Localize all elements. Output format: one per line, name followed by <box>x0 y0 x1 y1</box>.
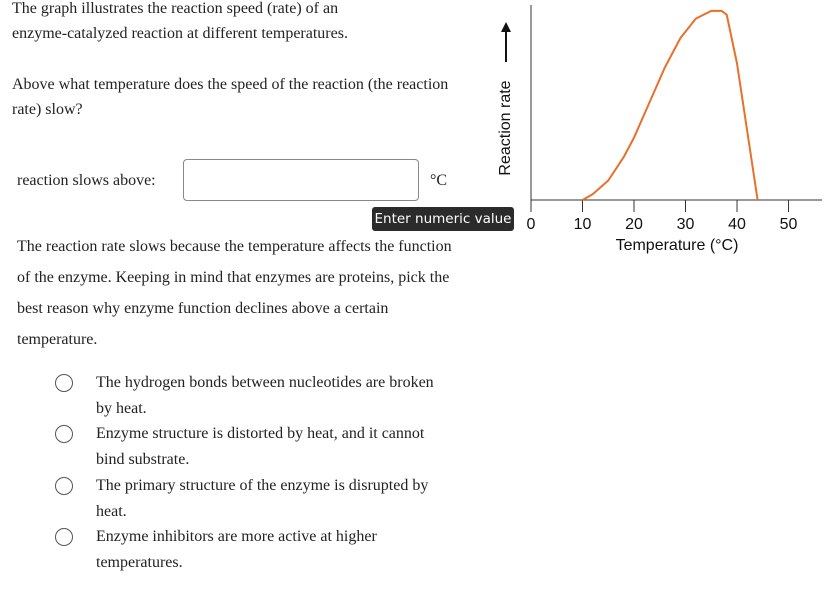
followup: The reaction rate slows because the temp… <box>17 238 452 348</box>
tooltip: Enter numeric value <box>372 207 514 231</box>
radio[interactable] <box>55 528 73 546</box>
option-text[interactable]: The hydrogen bonds between nucleotides a… <box>96 374 434 417</box>
x-label: Temperature (°C) <box>616 237 739 254</box>
x-tick-label: 0 <box>527 216 536 233</box>
answer-input[interactable] <box>183 159 419 201</box>
question: Above what temperature does the speed of… <box>12 76 449 118</box>
data-line <box>582 9 759 201</box>
x-tick-label: 10 <box>574 216 592 233</box>
radio[interactable] <box>55 477 73 495</box>
x-tick-label: 20 <box>625 216 643 233</box>
y-label: Reaction rate <box>497 80 514 175</box>
x-tick-label: 40 <box>728 216 746 233</box>
y-arrowhead <box>501 22 511 32</box>
intro: The graph illustrates the reaction speed… <box>12 0 348 42</box>
radio[interactable] <box>55 425 73 443</box>
answer-label: reaction slows above: <box>17 172 156 189</box>
option-text[interactable]: Enzyme structure is distorted by heat, a… <box>96 425 425 468</box>
x-tick-label: 50 <box>780 216 798 233</box>
x-tick-label: 30 <box>677 216 695 233</box>
option-text[interactable]: The primary structure of the enzyme is d… <box>96 477 429 520</box>
unit: °C <box>430 172 448 189</box>
radio[interactable] <box>55 374 73 392</box>
option-text[interactable]: Enzyme inhibitors are more active at hig… <box>96 528 377 571</box>
